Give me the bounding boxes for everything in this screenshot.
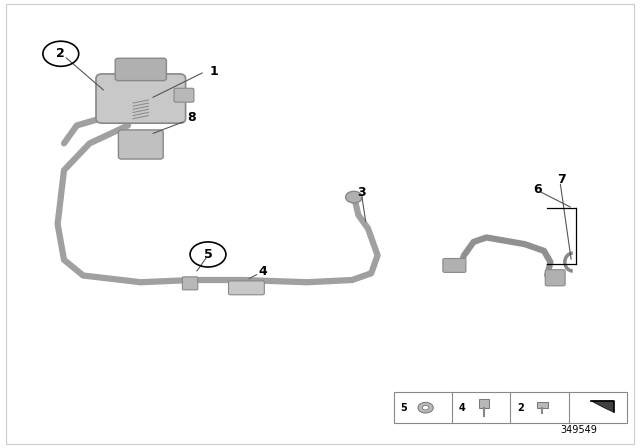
FancyBboxPatch shape bbox=[228, 281, 264, 295]
Text: 2: 2 bbox=[517, 403, 524, 413]
Text: 5: 5 bbox=[204, 248, 212, 261]
Text: 7: 7 bbox=[557, 172, 566, 186]
FancyBboxPatch shape bbox=[118, 130, 163, 159]
FancyBboxPatch shape bbox=[538, 402, 548, 408]
FancyBboxPatch shape bbox=[174, 88, 194, 102]
Polygon shape bbox=[591, 401, 614, 412]
FancyBboxPatch shape bbox=[182, 277, 198, 290]
Text: 1: 1 bbox=[210, 65, 219, 78]
Bar bbox=[394, 392, 627, 423]
Circle shape bbox=[422, 405, 429, 410]
FancyBboxPatch shape bbox=[443, 258, 466, 272]
Text: 3: 3 bbox=[357, 186, 366, 199]
FancyBboxPatch shape bbox=[479, 399, 489, 408]
Text: 6: 6 bbox=[533, 182, 542, 196]
Circle shape bbox=[346, 191, 362, 203]
FancyBboxPatch shape bbox=[115, 58, 166, 81]
Text: 4: 4 bbox=[458, 403, 465, 413]
FancyBboxPatch shape bbox=[96, 74, 186, 123]
FancyBboxPatch shape bbox=[545, 270, 565, 286]
Text: 349549: 349549 bbox=[561, 425, 598, 435]
Text: 8: 8 bbox=[188, 111, 196, 125]
Text: 2: 2 bbox=[56, 47, 65, 60]
Circle shape bbox=[418, 402, 433, 413]
Text: 4: 4 bbox=[258, 264, 267, 278]
Text: 5: 5 bbox=[400, 403, 407, 413]
